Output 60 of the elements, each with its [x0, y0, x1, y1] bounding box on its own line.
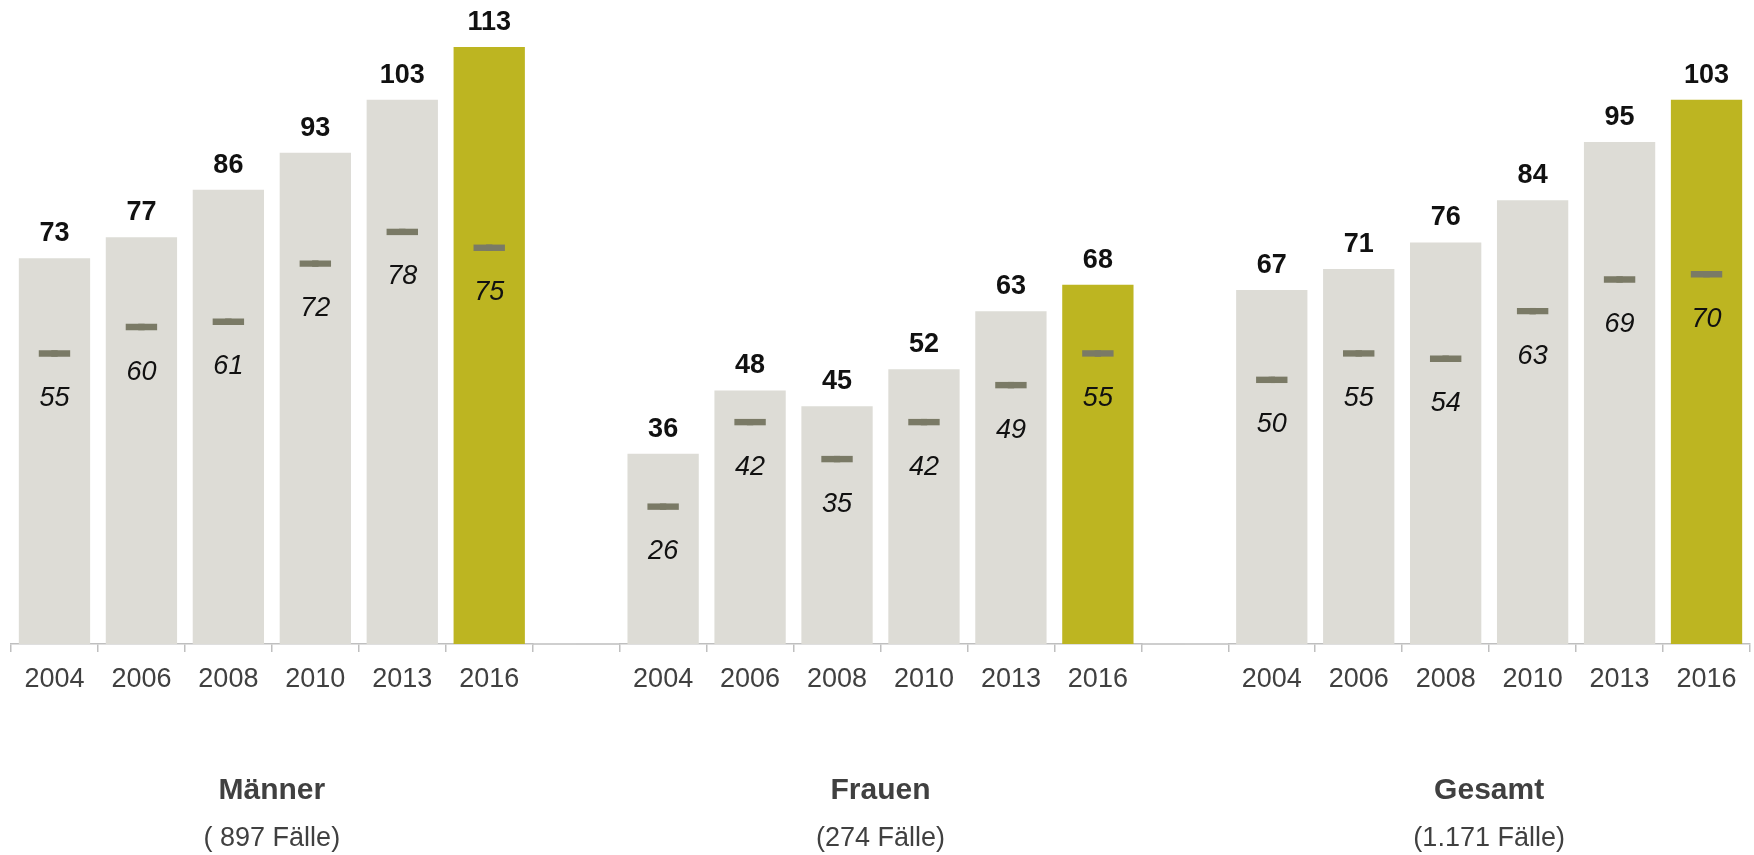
x-tick-label: 2013 — [372, 662, 433, 693]
data-label: 42 — [908, 450, 939, 481]
data-label: 68 — [1082, 243, 1113, 274]
x-tick-label: 2008 — [806, 662, 868, 693]
x-tick-label: 2010 — [1502, 662, 1563, 693]
data-label: 60 — [126, 355, 157, 386]
data-label: 26 — [647, 535, 680, 566]
data-label: 77 — [126, 196, 157, 227]
x-tick-label: 2016 — [1067, 662, 1128, 693]
x-tick-label: 2016 — [459, 662, 520, 693]
data-label: 55 — [1343, 381, 1375, 412]
data-label: 76 — [1430, 201, 1461, 232]
data-label: 54 — [1430, 387, 1461, 418]
x-tick-label: 2006 — [1328, 662, 1389, 693]
x-tick-label: 2010 — [285, 662, 346, 693]
data-label: 55 — [39, 381, 71, 412]
data-label: 103 — [379, 58, 425, 89]
data-label: 42 — [735, 450, 766, 481]
data-label: 72 — [300, 292, 331, 323]
data-label: 84 — [1517, 159, 1548, 190]
data-label: 35 — [822, 487, 854, 518]
x-tick-label: 2016 — [1676, 662, 1737, 693]
data-label: 63 — [1517, 339, 1548, 370]
x-tick-label: 2008 — [198, 662, 259, 693]
data-label: 71 — [1343, 227, 1374, 258]
x-tick-label: 2010 — [893, 662, 955, 693]
x-tick-label: 2004 — [24, 662, 85, 693]
data-label: 36 — [648, 412, 679, 443]
data-label: 49 — [995, 413, 1026, 444]
x-tick-label: 2008 — [1415, 662, 1476, 693]
x-tick-label: 2004 — [1241, 662, 1302, 693]
text: ( 897 Fälle) — [203, 822, 341, 852]
x-tick-label: 2013 — [980, 662, 1041, 693]
data-label: 45 — [822, 365, 853, 396]
data-label: 73 — [39, 217, 70, 248]
data-label: 103 — [1683, 58, 1730, 89]
data-label: 78 — [387, 260, 418, 291]
data-label: 50 — [1256, 408, 1287, 439]
x-tick-label: 2006 — [720, 662, 781, 693]
data-label: 113 — [467, 6, 512, 36]
x-axis-title: Männer — [218, 772, 326, 805]
data-label: 67 — [1256, 249, 1287, 280]
data-label: 95 — [1604, 101, 1635, 132]
x-tick-label: 2004 — [633, 662, 694, 693]
text: (1.171 Fälle) — [1413, 822, 1565, 852]
data-label: 93 — [300, 111, 331, 142]
data-label: 61 — [213, 350, 244, 381]
data-label: 69 — [1604, 307, 1635, 338]
data-label: 70 — [1691, 302, 1722, 333]
text: (274 Fälle) — [815, 822, 946, 852]
data-label: 52 — [908, 328, 939, 359]
data-label: 55 — [1082, 381, 1114, 412]
x-axis-title: Gesamt — [1434, 772, 1545, 805]
x-tick-label: 2013 — [1589, 662, 1650, 693]
x-tick-label: 2006 — [111, 662, 172, 693]
x-axis-title: Frauen — [830, 772, 931, 805]
data-label: 86 — [213, 148, 244, 179]
data-label: 75 — [474, 276, 506, 307]
data-label: 63 — [995, 270, 1026, 301]
data-label: 48 — [735, 349, 766, 380]
